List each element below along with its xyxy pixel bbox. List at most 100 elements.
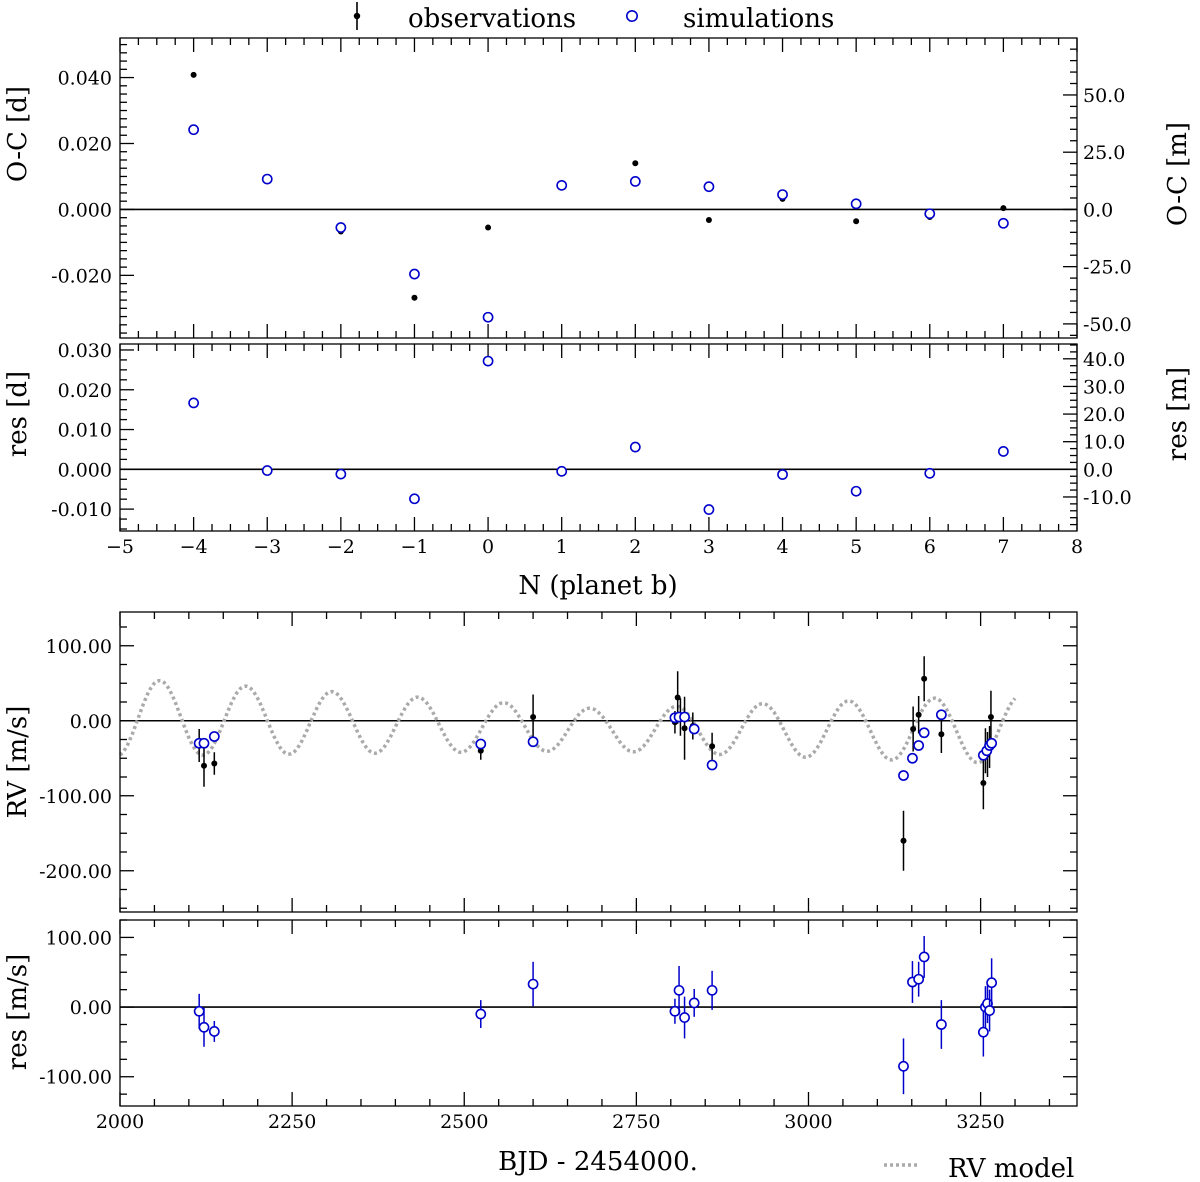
x-tick-label: 4 — [776, 536, 788, 558]
rv-res-marks — [193, 936, 998, 1095]
y-tick-label: -100.00 — [39, 786, 112, 808]
simulation-point — [198, 737, 210, 749]
rv-ylabel: RV [m/s] — [3, 706, 33, 819]
simulation-point — [629, 441, 641, 453]
simulation-point — [977, 1026, 989, 1038]
legend-simulations-marker — [625, 10, 638, 22]
x-tick-label: −1 — [400, 536, 428, 558]
oc-ylabel-right: O-C [m] — [1163, 122, 1193, 226]
y-tick-label: 0.00 — [70, 711, 112, 733]
simulation-point — [482, 311, 494, 323]
observation-point — [477, 747, 484, 754]
y-tick-label: 100.00 — [46, 636, 112, 658]
rv-res-panel: 2000 2250 2500 2750 3000 3250 -100.00 0.00 100.0… — [3, 919, 1078, 1177]
simulation-point — [703, 504, 715, 515]
legend-rv-model-label: RV model — [948, 1154, 1074, 1182]
y-tick-label-right: 10.0 — [1083, 432, 1125, 454]
y-tick-label-right: -50.0 — [1083, 314, 1132, 336]
observation-point — [915, 711, 922, 718]
x-tick-label: −2 — [327, 536, 355, 558]
simulation-point — [777, 189, 788, 200]
x-tick-label: 1 — [556, 536, 568, 558]
x-tick-label: 2250 — [268, 1111, 316, 1133]
x-tick-label: 3000 — [784, 1111, 832, 1133]
x-tick-label: 2 — [629, 536, 641, 558]
oc-ylabel: O-C [d] — [3, 86, 33, 182]
oc-res-marks — [188, 355, 1009, 515]
oc-marks — [188, 71, 1009, 323]
y-tick-label: -0.010 — [51, 499, 112, 521]
oc-res-xlabel: N (planet b) — [518, 571, 677, 601]
oc-res-panel: −5 −4 −3 −2 −1 0 1 2 3 4 5 6 7 8-0.0100.0000.0100.020… — [3, 340, 1193, 601]
observation-point — [709, 743, 716, 750]
simulation-point — [898, 1060, 909, 1072]
simulation-point — [898, 770, 909, 781]
legend: observations simulations RV model — [353, 2, 1074, 1182]
observation-point — [921, 675, 928, 682]
rv-axis-ticks: -200.00 -100.00 0.00 100.00 — [39, 612, 1077, 912]
observation-point — [674, 694, 681, 701]
y-tick-label-right: 20.0 — [1083, 404, 1125, 426]
simulation-point — [475, 1008, 487, 1020]
simulation-point — [669, 1005, 681, 1017]
x-tick-label: 5 — [850, 536, 862, 558]
observation-point — [705, 216, 712, 223]
y-tick-label: 0.020 — [58, 133, 112, 155]
y-tick-label: 0.030 — [58, 340, 112, 362]
simulation-point — [935, 1019, 947, 1030]
oc-res-frame — [119, 343, 1078, 532]
rv-res-frame — [119, 919, 1078, 1107]
simulation-point — [193, 1005, 205, 1017]
observation-point — [1000, 205, 1007, 212]
rv-res-xlabel: BJD - 2454000. — [498, 1147, 698, 1177]
legend-simulations-label: simulations — [683, 4, 834, 34]
observation-point — [632, 160, 639, 167]
simulation-point — [688, 997, 700, 1009]
simulation-point — [997, 217, 1009, 229]
observation-point — [987, 714, 994, 720]
y-tick-label-right: -25.0 — [1083, 257, 1132, 279]
simulation-point — [703, 181, 715, 193]
simulation-point — [913, 973, 925, 985]
simulation-point — [482, 355, 494, 367]
observation-point — [900, 837, 907, 844]
x-tick-label: 7 — [997, 536, 1009, 558]
y-tick-label-right: -10.0 — [1083, 487, 1132, 509]
simulation-point — [208, 731, 220, 742]
y-tick-label: -200.00 — [39, 861, 112, 883]
simulation-point — [261, 173, 273, 185]
simulation-point — [688, 723, 700, 735]
oc-frame — [119, 37, 1078, 339]
simulation-point — [188, 397, 200, 409]
observation-point — [211, 760, 218, 767]
simulation-point — [475, 738, 487, 750]
legend-observations-label: observations — [408, 4, 576, 34]
oc-axis-ticks: -0.020 0.000 0.020 0.040 -50.0 -25.0 0.0 25.0 50… — [51, 38, 1132, 338]
rv-res-ylabel: res [m/s] — [3, 954, 33, 1070]
y-tick-label-right: 25.0 — [1083, 142, 1125, 164]
x-tick-label: 6 — [924, 536, 936, 558]
simulation-point — [935, 709, 947, 721]
simulation-point — [984, 1005, 995, 1016]
simulation-point — [679, 711, 690, 723]
observation-point — [980, 780, 987, 786]
y-tick-label: 0.040 — [58, 68, 112, 90]
observation-point — [681, 725, 688, 732]
simulation-point — [556, 465, 568, 477]
simulation-point — [679, 1012, 690, 1023]
observation-point — [938, 731, 945, 738]
simulation-point — [629, 176, 641, 187]
simulation-point — [673, 984, 685, 996]
y-tick-label-right: 0.0 — [1083, 199, 1113, 221]
y-tick-label: 100.00 — [46, 927, 112, 949]
simulation-point — [409, 268, 420, 280]
y-tick-label: 0.020 — [58, 380, 112, 402]
y-tick-label: 0.010 — [58, 420, 112, 442]
rv-res-axis-ticks: 2000 2250 2500 2750 3000 3250 -100.00 0.00 100.0… — [39, 919, 1077, 1133]
y-tick-label-right: 30.0 — [1083, 376, 1125, 398]
x-tick-label: 2750 — [612, 1111, 660, 1133]
observation-point — [853, 218, 860, 225]
y-tick-label: 0.000 — [58, 459, 112, 481]
oc-res-ylabel: res [d] — [3, 371, 33, 457]
